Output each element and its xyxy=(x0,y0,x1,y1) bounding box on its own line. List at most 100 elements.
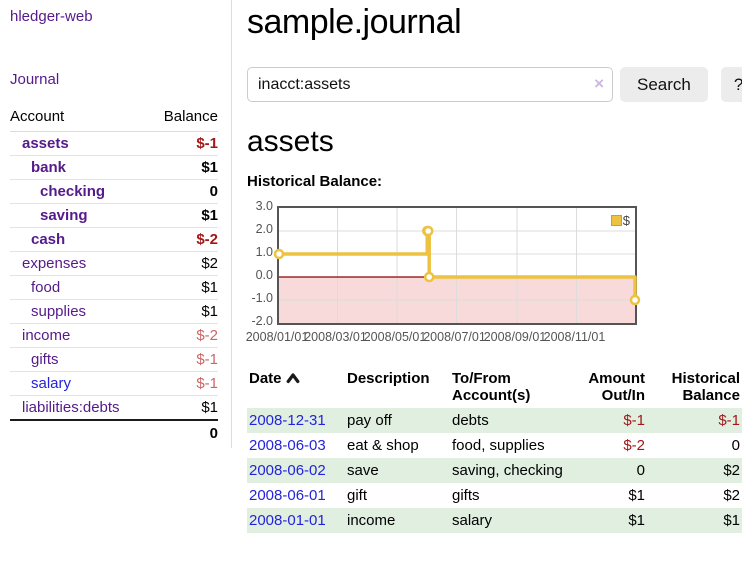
account-balance: $1 xyxy=(201,159,218,176)
transaction-description: pay off xyxy=(347,412,392,429)
register-header-description: Description xyxy=(347,370,430,387)
brand-link[interactable]: hledger-web xyxy=(10,8,93,25)
sort-ascending-icon[interactable] xyxy=(286,371,300,388)
sidebar-content: hledger-web Journal Account Balance asse… xyxy=(0,0,232,448)
y-axis-tick-label: 3.0 xyxy=(255,199,273,213)
account-balance: $1 xyxy=(201,399,218,416)
search-input[interactable] xyxy=(247,67,613,102)
transaction-date-link[interactable]: 2008-01-01 xyxy=(249,512,326,529)
search-row: × Search ? xyxy=(247,67,742,102)
account-row: assets $-1 xyxy=(10,131,218,156)
account-link[interactable]: checking xyxy=(40,183,106,200)
help-button[interactable]: ? xyxy=(720,67,742,102)
transaction-amount: $-2 xyxy=(623,437,645,454)
transaction-balance: $2 xyxy=(723,487,740,504)
transaction-description: income xyxy=(347,512,396,529)
accounts-total-row: 0 xyxy=(10,419,218,446)
search-button[interactable]: Search xyxy=(620,67,708,102)
register-row: 2008-12-31 pay off debts $-1 $-1 xyxy=(247,408,742,433)
account-row: supplies $1 xyxy=(10,299,218,324)
account-link[interactable]: liabilities:debts xyxy=(22,399,120,416)
transaction-date-link[interactable]: 2008-06-02 xyxy=(249,462,326,479)
clear-search-icon[interactable]: × xyxy=(594,74,604,93)
account-balance: $1 xyxy=(201,207,218,224)
x-axis-tick-label: 2008/07/01 xyxy=(423,330,486,344)
account-balance: 0 xyxy=(209,183,218,200)
account-link[interactable]: assets xyxy=(22,135,69,152)
nav-journal-link[interactable]: Journal xyxy=(10,71,60,88)
account-link[interactable]: expenses xyxy=(22,255,87,272)
register-header-balance: Historical Balance xyxy=(671,370,740,404)
x-axis-tick-label: 2008/09/01 xyxy=(483,330,547,344)
historical-balance-chart: $ 3.0 2.0 1.0 0.0 -1.0 -2.0 2008/01/01 2008/03/… xyxy=(245,199,742,346)
register-row: 2008-06-02 save saving, checking 0 $2 xyxy=(247,458,742,483)
register-header-date[interactable]: Date xyxy=(247,368,345,408)
transaction-accounts: saving, checking xyxy=(452,462,563,479)
register-table: Date Description To/From Account(s) Amou… xyxy=(247,368,742,533)
hledger-web-app: hledger-web Journal Account Balance asse… xyxy=(0,0,742,533)
account-row: food $1 xyxy=(10,275,218,300)
account-link[interactable]: food xyxy=(31,279,61,296)
account-link[interactable]: supplies xyxy=(31,303,87,320)
account-balance: $-2 xyxy=(196,327,218,344)
transaction-accounts: gifts xyxy=(452,487,480,504)
account-link[interactable]: saving xyxy=(40,207,88,224)
chart-label: Historical Balance: xyxy=(247,173,383,190)
account-heading: assets xyxy=(247,125,334,158)
x-axis-tick-label: 2008/03/01 xyxy=(304,330,367,344)
transaction-amount: $-1 xyxy=(623,412,645,429)
account-balance: $-1 xyxy=(196,351,218,368)
register-header-row: Date Description To/From Account(s) Amou… xyxy=(247,368,742,408)
transaction-amount: $1 xyxy=(628,512,645,529)
transaction-date-link[interactable]: 2008-06-03 xyxy=(249,437,326,454)
register-row: 2008-01-01 income salary $1 $1 xyxy=(247,508,742,533)
transaction-accounts: debts xyxy=(452,412,489,429)
transaction-description: gift xyxy=(347,487,368,504)
account-balance: $2 xyxy=(201,255,218,272)
account-balance: $1 xyxy=(201,279,218,296)
chart-plot-area: $ xyxy=(273,206,641,325)
accounts-header-balance: Balance xyxy=(149,106,218,132)
y-axis-tick-label: -1.0 xyxy=(251,291,273,305)
transaction-description: save xyxy=(347,462,379,479)
account-balance: $1 xyxy=(201,303,218,320)
account-balance: $-1 xyxy=(196,375,218,392)
sidebar: hledger-web Journal Account Balance asse… xyxy=(0,0,232,533)
account-row: salary $-1 xyxy=(10,371,218,396)
sidebar-nav: Journal xyxy=(10,71,218,88)
accounts-total-balance: 0 xyxy=(149,419,218,446)
account-link[interactable]: bank xyxy=(31,159,67,176)
account-row: checking 0 xyxy=(10,179,218,204)
search-input-wrap: × xyxy=(247,67,613,102)
accounts-header-row: Account Balance xyxy=(10,106,218,132)
register-header-amount: Amount Out/In xyxy=(588,370,645,404)
transaction-balance: $1 xyxy=(723,512,740,529)
transaction-amount: $1 xyxy=(628,487,645,504)
account-link[interactable]: gifts xyxy=(31,351,59,368)
transaction-date-link[interactable]: 2008-06-01 xyxy=(249,487,326,504)
register-header-accounts: To/From Account(s) xyxy=(452,370,531,404)
legend-label: $ xyxy=(622,213,630,228)
chart-canvas xyxy=(273,208,641,323)
transaction-date-link[interactable]: 2008-12-31 xyxy=(249,412,326,429)
x-axis-tick-label: 2008/01/01 xyxy=(245,330,309,344)
account-row: bank $1 xyxy=(10,155,218,180)
account-row: cash $-2 xyxy=(10,227,218,252)
x-axis-tick-label: 2008/05/01 xyxy=(363,330,427,344)
transaction-description: eat & shop xyxy=(347,437,419,454)
legend-swatch-icon xyxy=(610,215,622,226)
y-axis-tick-label: 2.0 xyxy=(255,222,273,236)
account-balance: $-1 xyxy=(196,135,218,152)
chart-legend: $ xyxy=(610,213,630,228)
y-axis-tick-label: -2.0 xyxy=(251,314,273,328)
account-link[interactable]: cash xyxy=(31,231,66,248)
accounts-table: Account Balance assets $-1 bank $1 checking 0… xyxy=(10,106,218,446)
account-link[interactable]: income xyxy=(22,327,71,344)
account-row: saving $1 xyxy=(10,203,218,228)
account-balance: $-2 xyxy=(196,231,218,248)
y-axis-tick-label: 0.0 xyxy=(255,268,273,282)
x-axis-tick-label: 2008/11/01 xyxy=(543,330,606,344)
account-row: gifts $-1 xyxy=(10,347,218,372)
account-link[interactable]: salary xyxy=(31,375,72,392)
y-axis-tick-label: 1.0 xyxy=(255,245,273,259)
